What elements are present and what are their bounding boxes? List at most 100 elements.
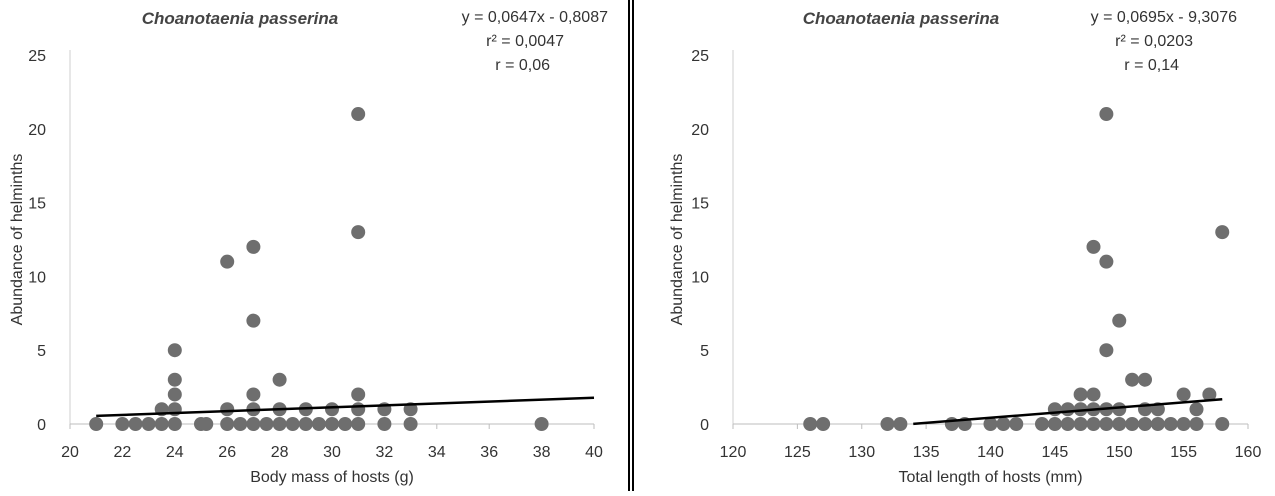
data-point <box>141 417 156 431</box>
chart-title: Choanotaenia passerina <box>803 9 1000 28</box>
data-point <box>115 417 130 431</box>
right-chart-panel: 120 125 130 135 140 145 150 155 160 0 5 10 15 20 25 Tot… <box>636 0 1275 491</box>
data-point <box>1060 402 1075 417</box>
data-point <box>338 417 353 431</box>
data-point <box>1112 417 1127 431</box>
data-point <box>1086 417 1101 431</box>
x-tick-label: 34 <box>428 444 446 461</box>
y-tick-label: 25 <box>28 48 46 65</box>
x-tick-label: 155 <box>1170 444 1197 461</box>
data-point <box>1189 417 1204 431</box>
data-point <box>128 417 143 431</box>
data-point <box>325 402 339 417</box>
data-point <box>1073 402 1088 417</box>
x-axis-title: Total length of hosts (mm) <box>898 469 1082 486</box>
data-point <box>816 417 831 431</box>
regression-equation: y = 0,0647x - 0,8087 <box>462 9 608 26</box>
data-point <box>311 417 326 431</box>
data-point <box>199 417 214 431</box>
x-tick-label: 36 <box>480 444 498 461</box>
data-point <box>1112 313 1127 328</box>
data-point <box>1150 417 1165 431</box>
panel-divider-1 <box>628 0 630 491</box>
data-point <box>167 343 182 358</box>
data-point <box>1176 387 1191 402</box>
left-chart-panel: 20 22 24 26 28 30 32 34 36 38 40 0 5 10 15 20 25 Body mas… <box>0 0 626 491</box>
y-tick-label: 5 <box>700 343 709 360</box>
correlation-label: r = 0,14 <box>1124 57 1179 74</box>
trend-line <box>96 396 595 418</box>
scatter-chart-body-mass: 20 22 24 26 28 30 32 34 36 38 40 0 5 10 15 20 25 Body mas… <box>9 9 608 486</box>
r-squared-label: r² = 0,0203 <box>1115 33 1193 50</box>
y-axis-title: Abundance of helminths <box>9 154 26 326</box>
data-point <box>246 417 261 431</box>
data-point <box>1047 417 1062 431</box>
data-point <box>246 313 261 328</box>
y-tick-label: 15 <box>28 196 46 213</box>
data-point <box>944 417 959 431</box>
data-point <box>233 417 248 431</box>
x-tick-label: 32 <box>376 444 394 461</box>
correlation-label: r = 0,06 <box>495 57 550 74</box>
x-axis-title: Body mass of hosts (g) <box>250 469 414 486</box>
x-tick-label: 22 <box>114 444 132 461</box>
data-point <box>272 417 287 431</box>
x-tick-label: 120 <box>720 444 747 461</box>
data-point <box>803 417 818 431</box>
y-tick-label: 0 <box>700 417 709 434</box>
x-tick-label: 20 <box>61 444 79 461</box>
data-point <box>1073 417 1088 431</box>
x-tick-label: 30 <box>323 444 341 461</box>
x-tick-label: 125 <box>784 444 811 461</box>
r-squared-label: r² = 0,0047 <box>486 33 564 50</box>
data-point <box>1073 387 1088 402</box>
data-point <box>1176 417 1191 431</box>
regression-equation: y = 0,0695x - 9,3076 <box>1091 9 1237 26</box>
data-point <box>285 417 300 431</box>
x-tick-label: 145 <box>1042 444 1069 461</box>
data-point <box>351 402 366 417</box>
data-point <box>996 417 1011 431</box>
data-point <box>1009 417 1024 431</box>
data-point <box>1125 372 1140 387</box>
data-point <box>259 417 274 431</box>
data-point <box>403 417 418 431</box>
data-point <box>1060 417 1075 431</box>
data-point <box>1138 372 1152 387</box>
data-point <box>1202 387 1217 402</box>
x-tick-label: 40 <box>585 444 603 461</box>
data-point <box>1035 417 1049 431</box>
x-tick-label: 38 <box>533 444 551 461</box>
x-tick-label: 130 <box>848 444 875 461</box>
x-tick-label: 24 <box>166 444 184 461</box>
data-point <box>351 387 366 402</box>
data-point <box>1163 417 1178 431</box>
data-point <box>1215 417 1230 431</box>
data-point <box>351 107 366 122</box>
data-point <box>272 372 287 387</box>
x-tick-label: 26 <box>218 444 236 461</box>
data-point <box>154 417 169 431</box>
data-point <box>220 254 235 269</box>
y-tick-label: 25 <box>691 48 709 65</box>
x-tick-label: 140 <box>977 444 1004 461</box>
y-axis-title: Abundance of helminths <box>669 154 686 326</box>
data-point <box>1138 417 1152 431</box>
data-point <box>1099 417 1114 431</box>
data-point <box>377 417 392 431</box>
data-point <box>983 417 998 431</box>
y-tick-label: 20 <box>28 122 46 139</box>
data-point <box>167 417 182 431</box>
scatter-chart-total-length: 120 125 130 135 140 145 150 155 160 0 5 10 15 20 25 Tot… <box>669 9 1261 486</box>
data-point <box>325 417 339 431</box>
data-point <box>1086 387 1101 402</box>
data-point <box>1099 107 1114 122</box>
y-tick-label: 10 <box>28 269 46 286</box>
data-point <box>246 387 261 402</box>
data-point <box>1215 225 1230 240</box>
data-point <box>1099 254 1114 269</box>
data-point <box>298 417 313 431</box>
y-tick-label: 5 <box>37 343 46 360</box>
y-tick-label: 20 <box>691 122 709 139</box>
data-point <box>880 417 895 431</box>
